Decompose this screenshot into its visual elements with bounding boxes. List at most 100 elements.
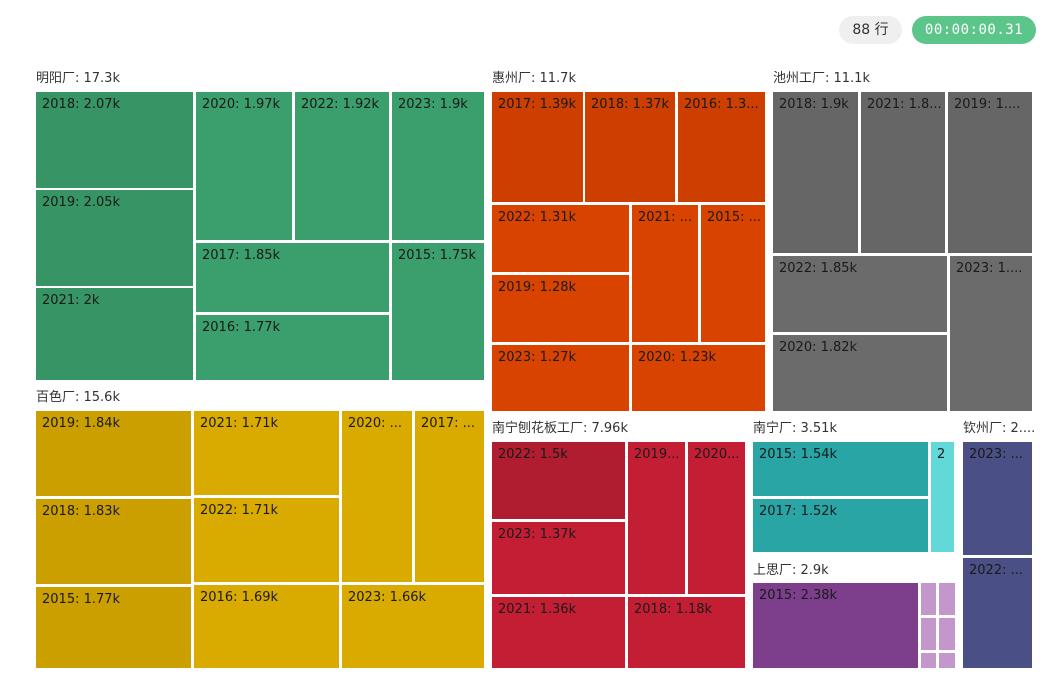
treemap-cell-label: 2017: 1.52k <box>759 504 838 519</box>
treemap-cell[interactable] <box>342 411 412 582</box>
treemap-group-label: 百色厂: 15.6k <box>36 389 120 405</box>
treemap-group-3[interactable]: 池州工厂: 11.1k 2018: 1.9k 2021: 1.8... 2019: 1… <box>773 71 1032 411</box>
treemap-cell-label: 2023: 1.... <box>956 261 1022 276</box>
treemap-cell-label: 2019: 1.28k <box>498 280 577 295</box>
treemap-cell-label: 2020: 1.23k <box>638 350 717 365</box>
treemap-cell[interactable] <box>773 256 947 332</box>
treemap-cell[interactable] <box>963 558 1032 668</box>
treemap-cell[interactable] <box>628 442 685 594</box>
treemap-cell[interactable] <box>492 442 625 519</box>
treemap-cell[interactable] <box>678 92 765 202</box>
treemap-cell[interactable] <box>632 205 698 342</box>
treemap-cell-label: 2019: 2.05k <box>42 195 121 210</box>
treemap-group-1[interactable]: 明阳厂: 17.3k 2018: 2.07k 2019: 2.05k 2021: 2k… <box>36 71 484 380</box>
treemap-cell[interactable] <box>196 92 292 240</box>
treemap-cell[interactable] <box>688 442 745 594</box>
treemap-cell[interactable] <box>939 618 955 650</box>
treemap-cell[interactable] <box>392 92 484 240</box>
treemap-cell-label: 2017: 1.85k <box>202 248 281 263</box>
treemap-cell[interactable] <box>921 583 936 615</box>
treemap-cell-label: 2018: 1.83k <box>42 504 121 519</box>
treemap-cell[interactable] <box>773 92 858 253</box>
treemap-group-5[interactable]: 南宁刨花板工厂: 7.96k 2022: 1.5k 2023: 1.37k 2021:… <box>492 420 745 668</box>
treemap-group-7[interactable]: 上思厂: 2.9k 2015: 2.38k <box>753 563 955 668</box>
treemap-cell-label: 2019: 1.84k <box>42 416 121 431</box>
treemap-cell[interactable] <box>773 335 947 411</box>
treemap-cell[interactable] <box>939 653 955 668</box>
treemap-group-6[interactable]: 南宁厂: 3.51k 2015: 1.54k 2017: 1.52k 2 <box>753 420 954 552</box>
treemap-cell[interactable] <box>492 345 629 411</box>
treemap-cell[interactable] <box>295 92 389 240</box>
treemap-cell[interactable] <box>753 583 918 668</box>
treemap-cell-label: 2015: ... <box>707 210 761 225</box>
elapsed-time-badge: 00:00:00.31 <box>912 16 1036 44</box>
treemap-cell[interactable] <box>753 442 928 496</box>
treemap-cell-label: 2021: 2k <box>42 293 100 308</box>
treemap-cell-label: 2021: 1.8... <box>867 97 942 112</box>
treemap-cell-label: 2015: 2.38k <box>759 588 838 603</box>
treemap-cell[interactable] <box>492 275 629 342</box>
treemap-cell[interactable] <box>628 597 745 668</box>
treemap-cell[interactable] <box>194 585 339 668</box>
treemap-cell-label: 2016: 1.77k <box>202 320 281 335</box>
treemap-cell[interactable] <box>585 92 675 202</box>
treemap-group-label: 钦州厂: 2.... <box>963 421 1035 436</box>
treemap-cell-label: 2022: 1.31k <box>498 210 577 225</box>
treemap-cell[interactable] <box>196 315 389 380</box>
treemap-cell-label: 2016: 1.69k <box>200 590 279 605</box>
treemap-cell-label: 2021: 1.71k <box>200 416 279 431</box>
treemap-cell[interactable] <box>36 499 191 584</box>
treemap-cell-label: 2015: 1.54k <box>759 447 838 462</box>
treemap-cell-label: 2021: ... <box>638 210 692 225</box>
treemap-cell[interactable] <box>950 256 1032 411</box>
treemap-cell-label: 2020: ... <box>348 416 402 431</box>
treemap-cell-label: 2020... <box>694 447 739 462</box>
treemap-cell-label: 2019... <box>634 447 679 462</box>
treemap-cell-label: 2015: 1.77k <box>42 592 121 607</box>
treemap-cell-label: 2022: ... <box>969 563 1023 578</box>
treemap-cell-label: 2019: 1.... <box>954 97 1020 112</box>
treemap-cell[interactable] <box>36 288 193 380</box>
treemap-cell[interactable] <box>921 653 936 668</box>
row-count-badge: 88 行 <box>839 16 902 44</box>
treemap-cell[interactable] <box>196 243 389 312</box>
treemap-cell[interactable] <box>939 583 955 615</box>
treemap-cell[interactable] <box>36 190 193 286</box>
treemap-group-2[interactable]: 惠州厂: 11.7k 2017: 1.39k 2018: 1.37k 2016: 1.… <box>492 71 765 411</box>
treemap-cell-label: 2022: 1.92k <box>301 97 380 112</box>
treemap-cell[interactable] <box>194 498 339 582</box>
treemap-cell[interactable] <box>36 587 191 668</box>
treemap-cell[interactable] <box>492 92 583 202</box>
treemap-cell[interactable] <box>36 92 193 188</box>
treemap-cell[interactable] <box>632 345 765 411</box>
treemap-cell[interactable] <box>492 205 629 272</box>
treemap-cell-label: 2017: 1.39k <box>498 97 577 112</box>
treemap-cell[interactable] <box>861 92 945 253</box>
treemap-group-label: 南宁刨花板工厂: 7.96k <box>492 420 628 436</box>
treemap-group-label: 惠州厂: 11.7k <box>492 71 576 86</box>
treemap-group-4[interactable]: 百色厂: 15.6k 2019: 1.84k 2018: 1.83k 2015: 1.… <box>36 389 484 668</box>
treemap-cell-label: 2018: 1.37k <box>591 97 670 112</box>
treemap-cell-label: 2018: 2.07k <box>42 97 121 112</box>
treemap-cell[interactable] <box>921 618 936 650</box>
treemap-cell-label: 2022: 1.85k <box>779 261 858 276</box>
treemap-cell[interactable] <box>36 411 191 496</box>
treemap-cell[interactable] <box>492 522 625 594</box>
treemap-cell-label: 2015: 1.75k <box>398 248 477 263</box>
treemap-cell[interactable] <box>392 243 484 380</box>
treemap-cell[interactable] <box>194 411 339 495</box>
treemap-cell-label: 2023: ... <box>969 447 1023 462</box>
treemap-cell[interactable] <box>753 499 928 552</box>
treemap-cell[interactable] <box>415 411 484 582</box>
treemap-cell[interactable] <box>492 597 625 668</box>
treemap-group-label: 南宁厂: 3.51k <box>753 420 837 436</box>
treemap-cell[interactable] <box>931 442 954 552</box>
treemap-cell[interactable] <box>963 442 1032 555</box>
treemap-cell-label: 2020: 1.82k <box>779 340 858 355</box>
treemap-cell[interactable] <box>948 92 1032 253</box>
treemap-cell[interactable] <box>342 585 484 668</box>
treemap-cell[interactable] <box>701 205 765 342</box>
treemap-group-8[interactable]: 钦州厂: 2.... 2023: ... 2022: ... <box>963 421 1035 668</box>
treemap-cell-label: 2020: 1.97k <box>202 97 281 112</box>
treemap-cell-label: 2023: 1.37k <box>498 527 577 542</box>
